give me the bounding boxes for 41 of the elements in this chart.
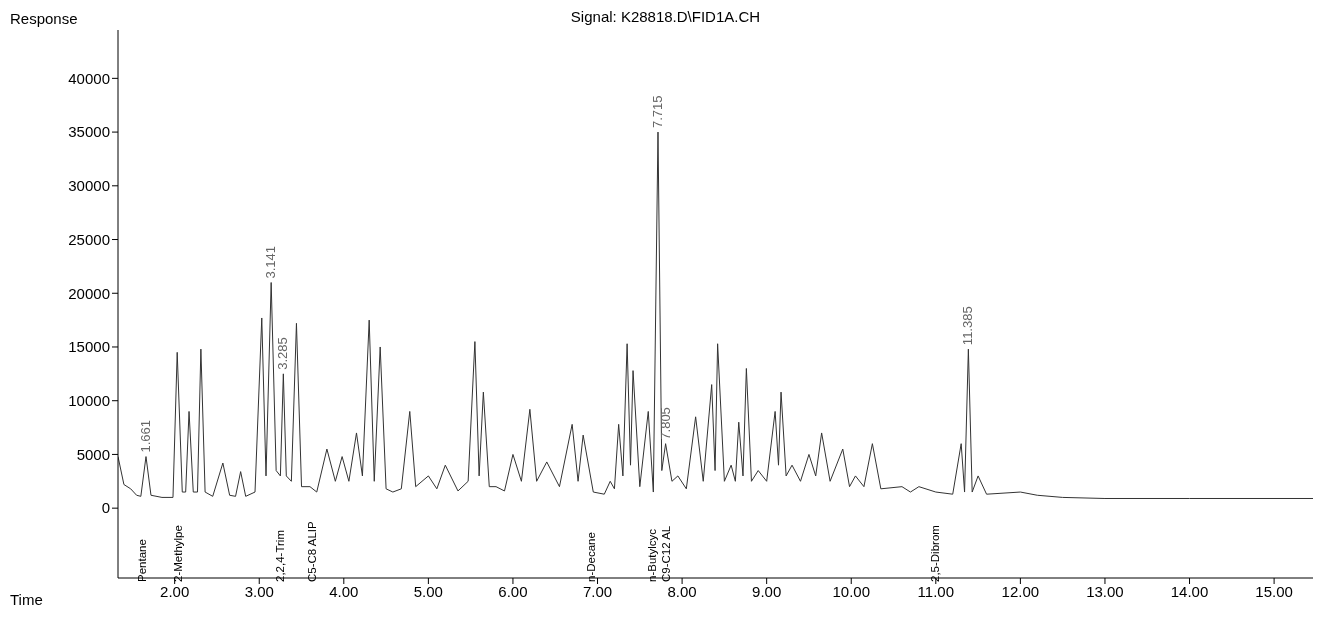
x-tick-label: 3.00 <box>244 582 274 600</box>
y-tick-label: 25000 <box>68 230 110 248</box>
annotation: 7.805 <box>657 407 673 440</box>
annotation: 11.385 <box>960 306 976 346</box>
annotation: 2,5-Dibrom <box>929 524 942 582</box>
annotation: 3.141 <box>263 245 279 279</box>
x-tick-label: 13.00 <box>1086 582 1124 600</box>
x-tick-label: 10.00 <box>832 582 871 600</box>
x-tick-label: 11.00 <box>917 582 955 600</box>
x-tick-label: 7.00 <box>582 582 613 600</box>
x-tick-label: 4.00 <box>329 582 359 600</box>
annotation: C9-C12 AL <box>660 524 673 582</box>
chart-title: Signal: K28818.D\FID1A.CH <box>570 8 761 25</box>
y-tick-label: 15000 <box>68 338 110 356</box>
y-tick-label: 40000 <box>68 69 110 87</box>
line-series <box>118 131 1313 499</box>
annotation: n-Butylcyc <box>646 527 659 582</box>
x-tick-label: 6.00 <box>498 582 528 600</box>
annotation: C5-C8 ALIP <box>306 520 319 582</box>
y-axis-title: Response <box>10 10 78 27</box>
annotation: 2-Methylpe <box>172 524 185 582</box>
y-tick-label: 30000 <box>68 177 110 195</box>
annotation: 2,2,4-Trim <box>274 529 287 582</box>
annotation: 7.715 <box>649 95 665 129</box>
annotation: Pentane <box>136 538 149 582</box>
x-tick-label: 15.00 <box>1255 582 1293 600</box>
y-tick-label: 5000 <box>76 445 110 463</box>
x-tick-label: 14.00 <box>1170 582 1209 600</box>
x-tick-label: 9.00 <box>752 582 782 600</box>
annotation: 1.661 <box>137 420 153 453</box>
y-tick-label: 10000 <box>68 392 110 410</box>
y-tick-label: 35000 <box>68 123 110 141</box>
annotation: n-Decane <box>585 531 598 582</box>
x-tick-label: 12.00 <box>1001 582 1040 600</box>
x-axis-title: Time <box>10 591 43 608</box>
annotation: 3.285 <box>275 337 291 370</box>
x-tick-label: 2.00 <box>160 582 190 600</box>
y-tick-label: 20000 <box>68 284 110 302</box>
y-tick-label: 0 <box>101 499 110 517</box>
x-tick-label: 5.00 <box>413 582 443 600</box>
x-tick-label: 8.00 <box>667 582 697 600</box>
